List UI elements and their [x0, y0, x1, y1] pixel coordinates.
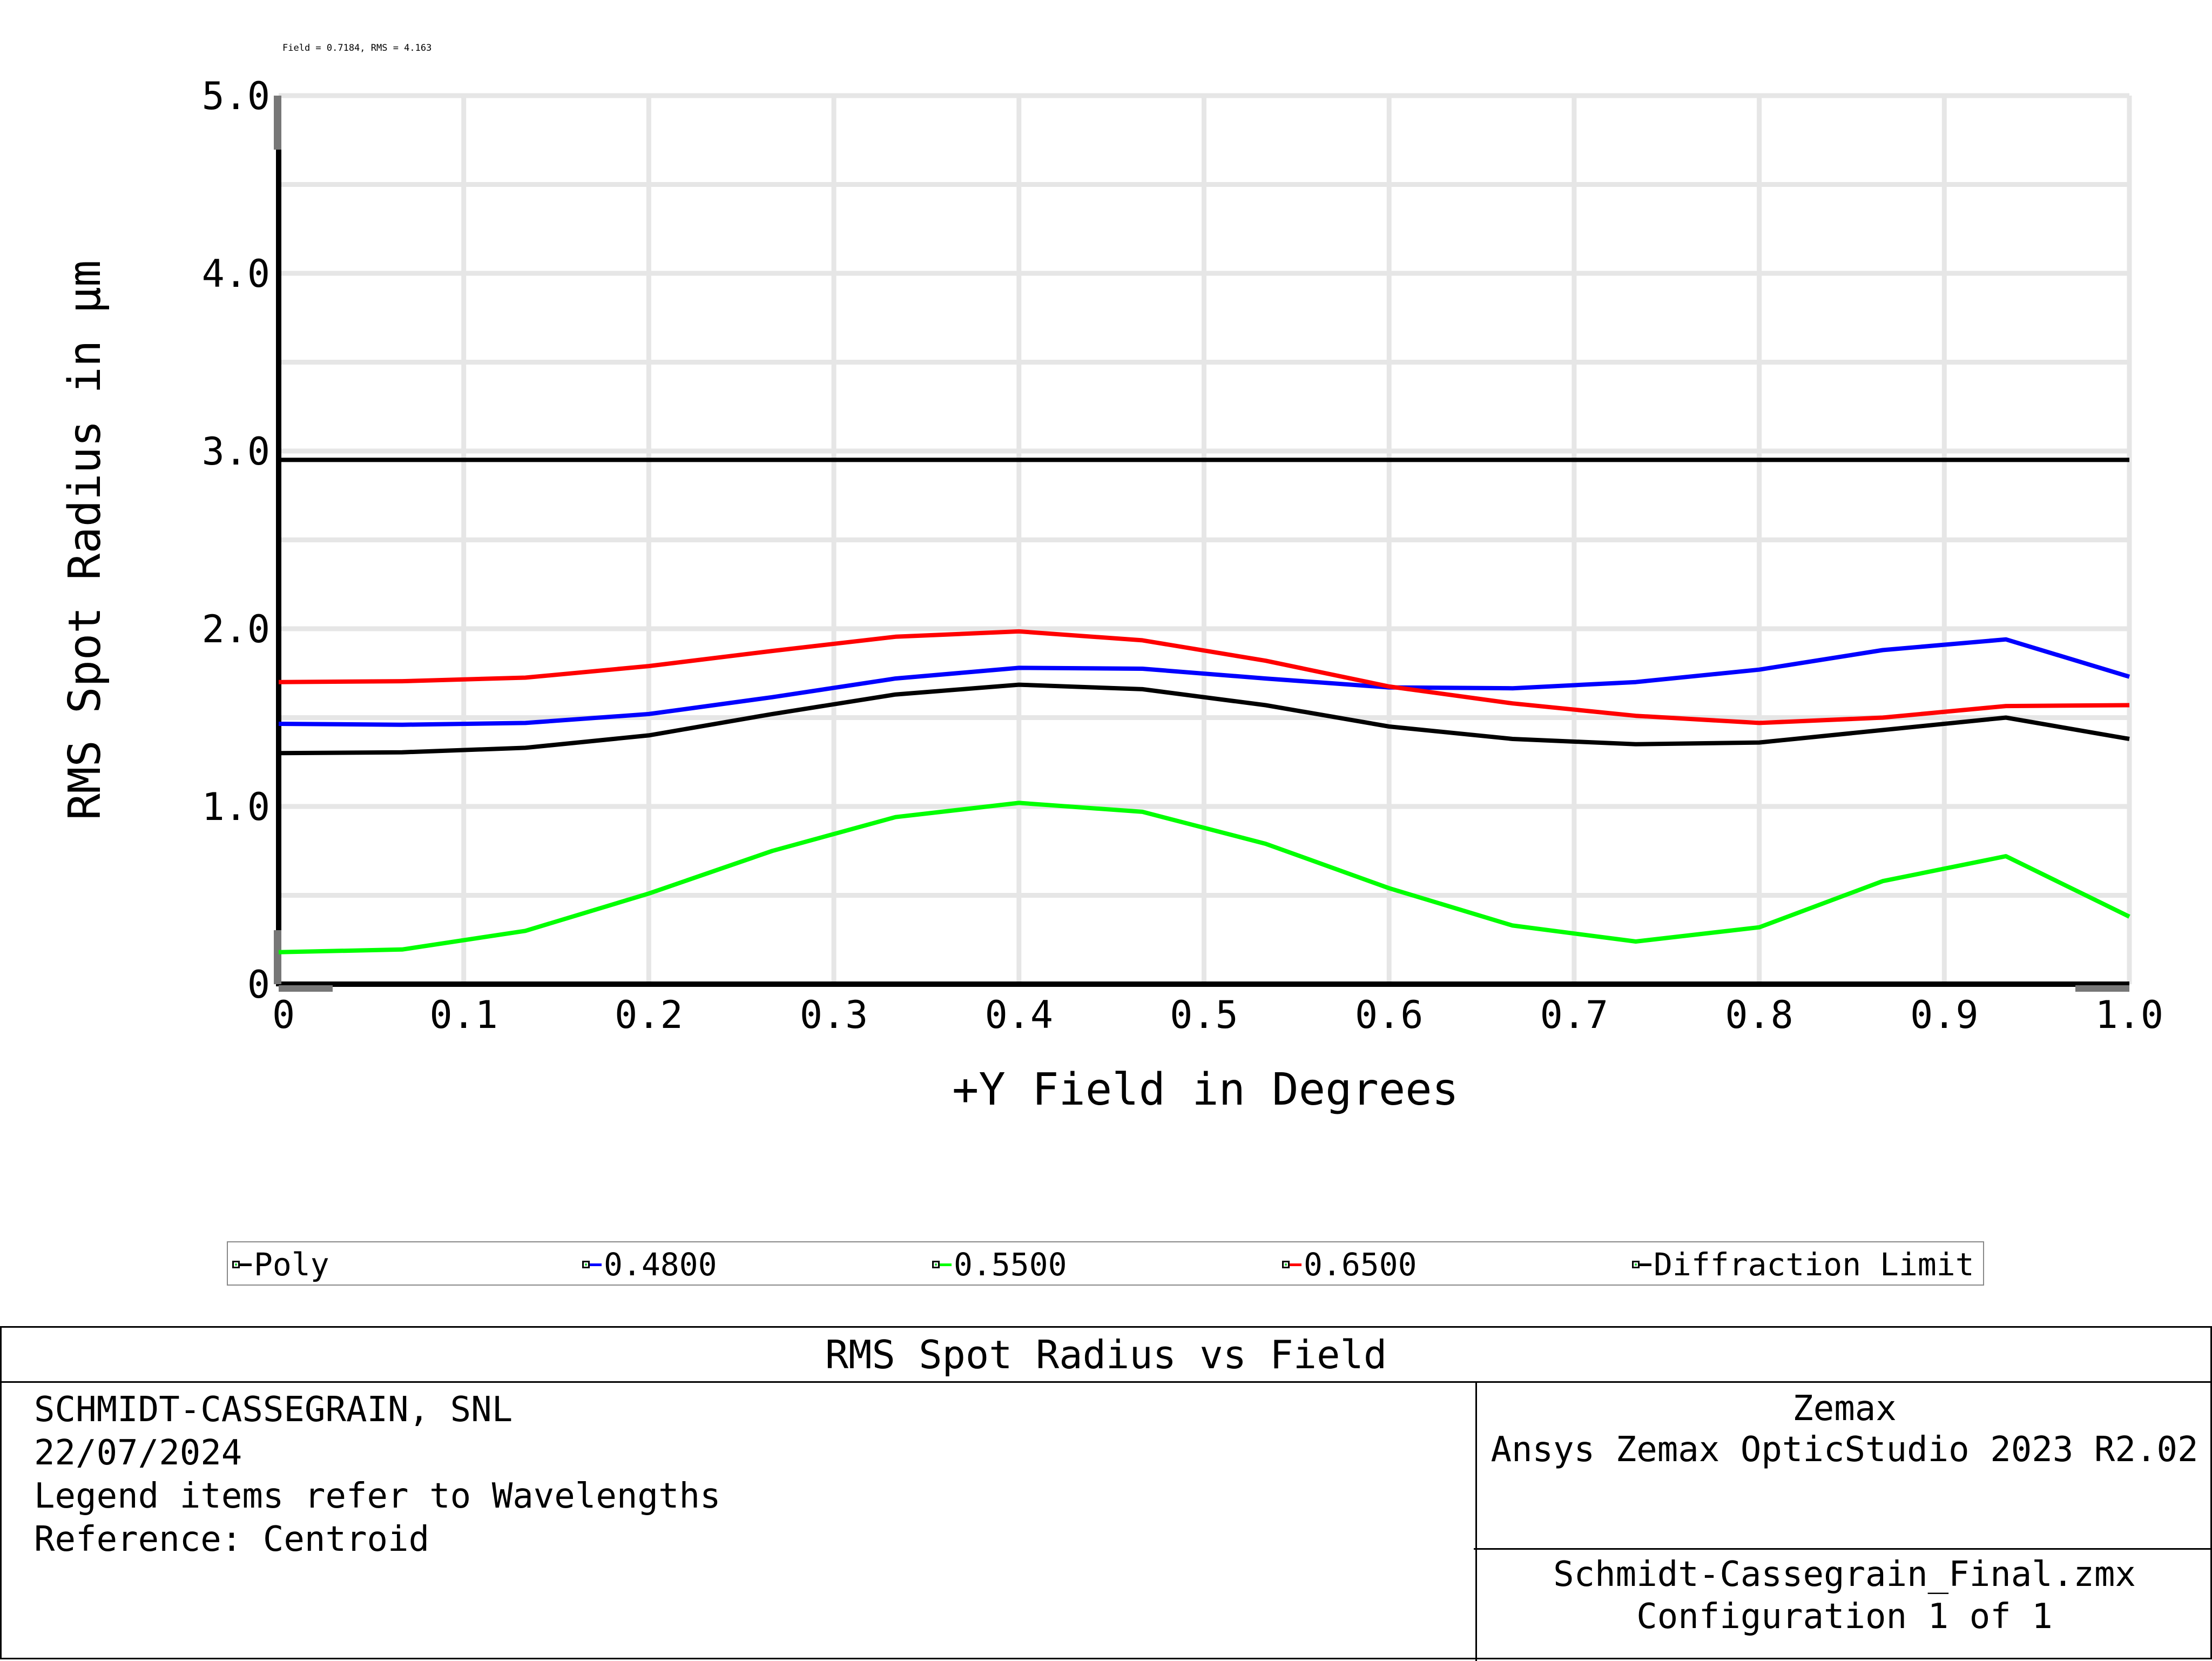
x-tick-label: 0 [272, 993, 295, 1037]
legend-item: 0.6500 [1282, 1242, 1417, 1287]
legend-line-swatch [1290, 1263, 1301, 1266]
legend-item: Poly [232, 1242, 329, 1287]
axes [274, 96, 2129, 992]
grid-lines [276, 93, 2132, 987]
legend-line-swatch [240, 1263, 252, 1266]
legend-item: 0.4800 [582, 1242, 717, 1287]
footer-file-info: Schmidt-Cassegrain_Final.zmx Configurati… [1477, 1554, 2212, 1638]
footer-divider [1474, 1548, 2212, 1550]
y-tick-label: 0 [247, 963, 270, 1007]
x-tick-label: 0.1 [429, 993, 497, 1037]
y-tick-label: 4.0 [202, 252, 270, 296]
legend-item: 0.5500 [932, 1242, 1067, 1287]
x-tick-label: 0.7 [1540, 993, 1608, 1037]
footer-left-line: Reference: Centroid [34, 1519, 430, 1559]
y-tick-labels: 0 1.0 2.0 3.0 4.0 5.0 [202, 74, 270, 1007]
legend: Poly 0.4800 0.5500 0.6500 Diffraction Limit [227, 1241, 1984, 1286]
info-footer: RMS Spot Radius vs Field SCHMIDT-CASSEGR… [0, 1326, 2212, 1661]
axis-end-marker [2075, 985, 2129, 992]
footer-left-line: 22/07/2024 [34, 1433, 242, 1473]
axis-end-marker [279, 985, 333, 992]
x-tick-label: 0.6 [1355, 993, 1423, 1037]
x-tick-labels: 0 0.1 0.2 0.3 0.4 0.5 0.6 0.7 0.8 0.9 1.0 [272, 993, 2163, 1037]
series-line-0-4800 [278, 637, 2130, 727]
legend-line-swatch [590, 1263, 602, 1266]
x-tick-label: 0.2 [615, 993, 683, 1037]
legend-label: Diffraction Limit [1654, 1246, 1974, 1283]
footer-left-line: Legend items refer to Wavelengths [34, 1476, 721, 1516]
legend-marker-icon [232, 1261, 240, 1268]
footer-right-line: Configuration 1 of 1 [1636, 1597, 2053, 1637]
footer-left-info: SCHMIDT-CASSEGRAIN, SNL 22/07/2024 Legen… [34, 1388, 721, 1561]
legend-label: 0.6500 [1304, 1246, 1417, 1283]
axis-end-marker [274, 96, 281, 150]
x-tick-label: 0.3 [800, 993, 868, 1037]
legend-line-swatch [1640, 1263, 1651, 1266]
rms-spot-radius-chart: Field = 0.7184, RMS = 4.163 0 0.1 0.2 0.3 0.… [59, 43, 2163, 1115]
legend-label: Poly [254, 1246, 329, 1283]
x-tick-label: 1.0 [2095, 993, 2163, 1037]
legend-label: 0.5500 [954, 1246, 1067, 1283]
chart-annotation: Field = 0.7184, RMS = 4.163 [282, 43, 431, 53]
y-tick-label: 1.0 [202, 785, 270, 829]
footer-right-line: Schmidt-Cassegrain_Final.zmx [1553, 1555, 2136, 1595]
axis-end-marker [274, 930, 281, 984]
legend-marker-icon [1282, 1261, 1290, 1268]
y-tick-label: 3.0 [202, 429, 270, 474]
legend-item: Diffraction Limit [1632, 1242, 1974, 1287]
footer-software-info: Zemax Ansys Zemax OpticStudio 2023 R2.02 [1477, 1388, 2212, 1470]
y-axis-label: RMS Spot Radius in µm [59, 260, 111, 821]
legend-marker-icon [932, 1261, 940, 1268]
x-tick-label: 0.9 [1910, 993, 1978, 1037]
legend-line-swatch [940, 1263, 952, 1266]
series-line-0-6500 [278, 629, 2130, 725]
x-tick-label: 0.8 [1725, 993, 1793, 1037]
legend-label: 0.4800 [604, 1246, 717, 1283]
x-axis-label: +Y Field in Degrees [952, 1064, 1459, 1115]
series-lines [278, 458, 2130, 954]
series-line-0-5500 [278, 801, 2130, 954]
footer-right-line: Zemax [1792, 1389, 1897, 1429]
x-tick-label: 0.5 [1170, 993, 1238, 1037]
legend-marker-icon [1632, 1261, 1640, 1268]
x-tick-label: 0.4 [985, 993, 1053, 1037]
y-tick-label: 5.0 [202, 74, 270, 118]
footer-left-line: SCHMIDT-CASSEGRAIN, SNL [34, 1390, 513, 1430]
series-line-poly [278, 682, 2130, 756]
footer-right-line: Ansys Zemax OpticStudio 2023 R2.02 [1491, 1430, 2198, 1470]
footer-title: RMS Spot Radius vs Field [2, 1328, 2210, 1383]
legend-marker-icon [582, 1261, 590, 1268]
footer-divider [1475, 1383, 1477, 1661]
y-tick-label: 2.0 [202, 607, 270, 651]
